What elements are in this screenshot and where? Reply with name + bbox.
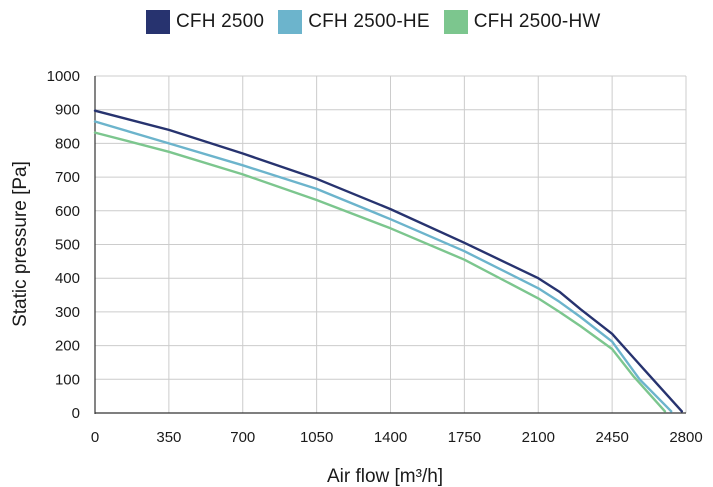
legend-swatch-cfh-2500-he — [278, 10, 303, 34]
series-line-cfh-2500[interactable] — [93, 109, 683, 413]
series-line-cfh-2500-hw[interactable] — [93, 131, 667, 413]
y-tick-label-700: 700 — [55, 169, 80, 186]
x-tick-label-1750: 1750 — [448, 429, 481, 446]
legend: CFH 2500 CFH 2500-HE CFH 2500-HW — [146, 10, 615, 34]
y-tick-label-400: 400 — [55, 270, 80, 287]
series-line-cfh-2500-he[interactable] — [93, 120, 673, 413]
x-tick-label-1400: 1400 — [374, 429, 407, 446]
legend-swatch-cfh-2500 — [146, 10, 170, 34]
x-tick-label-2450: 2450 — [595, 429, 628, 446]
y-tick-label-200: 200 — [55, 338, 80, 355]
y-tick-label-300: 300 — [55, 304, 80, 321]
x-tick-label-2800: 2800 — [669, 429, 702, 446]
y-tick-label-600: 600 — [55, 203, 80, 220]
y-tick-label-1000: 1000 — [47, 68, 80, 85]
series-lines — [93, 109, 683, 413]
legend-item-cfh-2500-hw[interactable]: CFH 2500-HW — [443, 10, 601, 34]
legend-item-cfh-2500-he[interactable]: CFH 2500-HE — [278, 10, 430, 34]
x-tick-label-2100: 2100 — [522, 429, 555, 446]
x-axis-title: Air flow [m³/h] — [327, 466, 443, 487]
x-tick-label-700: 700 — [230, 429, 255, 446]
tick-labels: 0 100 200 300 400 500 600 700 800 900 1000 0 350 700 1… — [47, 68, 703, 446]
x-tick-label-1050: 1050 — [300, 429, 333, 446]
y-tick-label-900: 900 — [55, 102, 80, 119]
y-axis-title: Static pressure [Pa] — [10, 161, 31, 327]
legend-label-cfh-2500: CFH 2500 — [176, 11, 265, 32]
y-tick-label-800: 800 — [55, 135, 80, 152]
y-tick-label-500: 500 — [55, 237, 80, 254]
x-tick-label-0: 0 — [91, 429, 99, 446]
legend-item-cfh-2500[interactable]: CFH 2500 — [146, 10, 264, 34]
x-tick-label-350: 350 — [156, 429, 181, 446]
legend-label-cfh-2500-hw: CFH 2500-HW — [473, 11, 601, 32]
y-tick-label-0: 0 — [72, 405, 80, 422]
y-tick-label-100: 100 — [55, 371, 80, 388]
grid — [95, 75, 687, 413]
legend-swatch-cfh-2500-hw — [443, 10, 468, 34]
legend-label-cfh-2500-he: CFH 2500-HE — [308, 11, 430, 32]
